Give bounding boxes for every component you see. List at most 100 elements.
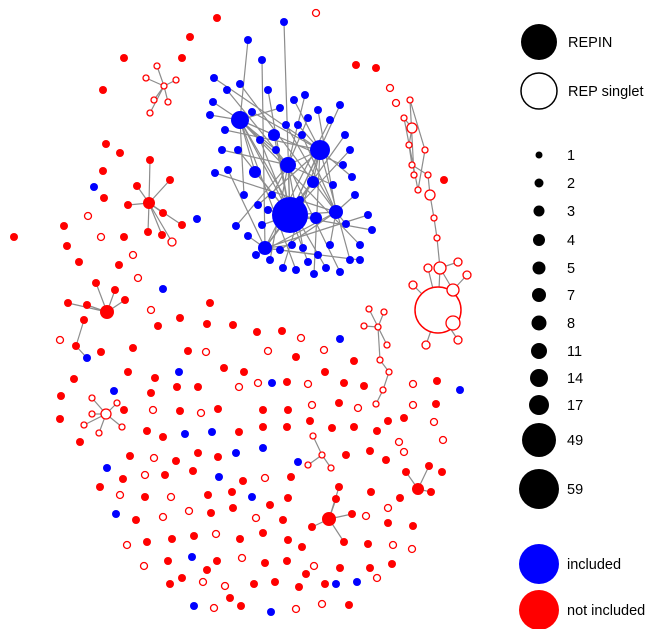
network-edge (239, 119, 256, 173)
repin-node-included (258, 241, 272, 255)
repin-node-not-included (366, 564, 374, 572)
legend-size-label: 49 (567, 433, 583, 449)
repin-node-not-included (97, 348, 105, 356)
rep-singlet-node-not-included (263, 346, 273, 356)
repin-node-not-included (116, 149, 124, 157)
repin-node-included (83, 354, 91, 362)
repin-node-not-included (64, 299, 72, 307)
repin-node-included (301, 91, 309, 99)
repin-node-not-included (283, 557, 291, 565)
repin-node-not-included (207, 509, 215, 517)
rep-singlet-node-not-included (309, 432, 317, 440)
repin-node-not-included (236, 535, 244, 543)
repin-node-not-included (367, 488, 375, 496)
repin-node-not-included (229, 504, 237, 512)
rep-singlet-node-not-included (414, 186, 422, 194)
rep-singlet-node-not-included (158, 512, 168, 522)
repin-node-included (276, 104, 284, 112)
repin-node-not-included (213, 557, 221, 565)
rep-singlet-node-not-included (153, 62, 161, 70)
repin-node-not-included (99, 167, 107, 175)
rep-singlet-node-not-included (361, 511, 371, 521)
repin-node-not-included (400, 414, 408, 422)
legend-size-symbol (529, 395, 549, 415)
repin-node-included (236, 80, 244, 88)
repin-node-not-included (283, 423, 291, 431)
repin-node-included (280, 18, 288, 26)
rep-singlet-node-not-included (118, 423, 126, 431)
repin-node-included (304, 258, 312, 266)
rep-singlet-node-not-included (139, 561, 149, 571)
repin-node-included (208, 428, 216, 436)
repin-node-not-included (111, 286, 119, 294)
rep-singlet-node-not-included (407, 544, 417, 554)
repin-node-not-included (146, 156, 154, 164)
legend-size-label: 59 (567, 482, 583, 498)
repin-node-not-included (213, 14, 221, 22)
network-edge (287, 117, 309, 166)
repin-node-not-included (432, 400, 440, 408)
rep-singlet-node-not-included (388, 540, 398, 550)
rep-singlet-node-not-included (95, 429, 103, 437)
repin-node-not-included (100, 305, 114, 319)
rep-singlet-node-not-included (96, 232, 106, 242)
repin-node-not-included (99, 86, 107, 94)
network-edge (235, 164, 289, 227)
repin-node-included (368, 226, 376, 234)
rep-singlet-node-not-included (128, 250, 138, 260)
rep-singlet-node-not-included (164, 98, 172, 106)
rep-singlet-node-not-included (379, 386, 387, 394)
repin-node-not-included (214, 453, 222, 461)
repin-node-not-included (340, 379, 348, 387)
repin-node-not-included (203, 320, 211, 328)
repin-node-included (240, 191, 248, 199)
rep-singlet-node-not-included (408, 280, 418, 290)
legend-color-symbol-not-included (519, 590, 559, 629)
rep-singlet-node-not-included (303, 379, 313, 389)
repin-node-not-included (80, 316, 88, 324)
legend-size-label: 11 (567, 344, 582, 360)
repin-node-not-included (412, 483, 424, 495)
rep-singlet-node-not-included (148, 405, 158, 415)
repin-node-not-included (350, 423, 358, 431)
rep-singlet-node-not-included (430, 214, 438, 222)
repin-node-not-included (60, 222, 68, 230)
repin-node-included (341, 131, 349, 139)
repin-node-not-included (425, 462, 433, 470)
rep-singlet-node-not-included (220, 581, 230, 591)
repin-node-not-included (287, 473, 295, 481)
repin-node-not-included (168, 535, 176, 543)
repin-node-not-included (133, 182, 141, 190)
repin-node-included (210, 74, 218, 82)
repin-node-included (290, 96, 298, 104)
repin-node-not-included (158, 231, 166, 239)
repin-node-included (259, 444, 267, 452)
repin-node-included (181, 430, 189, 438)
repin-node-not-included (322, 512, 336, 526)
repin-node-not-included (283, 378, 291, 386)
legend-size-label: 14 (567, 371, 583, 387)
repin-node-not-included (438, 468, 446, 476)
rep-singlet-node-not-included (296, 333, 306, 343)
rep-singlet-node-not-included (394, 437, 404, 447)
network-edge (148, 159, 151, 204)
rep-singlet-node-not-included (406, 122, 418, 134)
rep-singlet-node-not-included (196, 408, 206, 418)
repin-node-not-included (335, 483, 343, 491)
rep-singlet-node-not-included (253, 378, 263, 388)
repin-node-not-included (176, 314, 184, 322)
repin-node-not-included (166, 580, 174, 588)
rep-singlet-node-not-included (146, 305, 156, 315)
rep-singlet-node-not-included (309, 561, 319, 571)
legend-color-symbol-included (519, 544, 559, 584)
network-edge (239, 83, 337, 213)
rep-singlet-node-not-included (429, 417, 439, 427)
repin-node-included (209, 98, 217, 106)
repin-node-included (326, 241, 334, 249)
legend-size-symbol (535, 151, 543, 159)
repin-node-not-included (144, 228, 152, 236)
repin-node-not-included (284, 536, 292, 544)
repin-node-not-included (279, 516, 287, 524)
repin-node-not-included (102, 140, 110, 148)
